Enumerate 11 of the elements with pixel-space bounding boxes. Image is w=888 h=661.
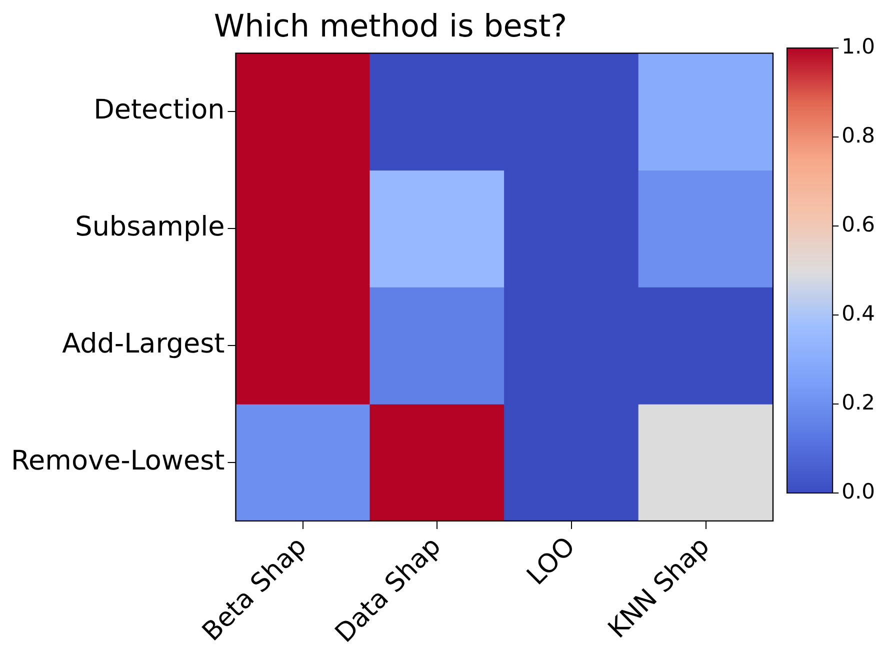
y-tick-label: Remove-Lowest [10, 445, 225, 476]
y-tick-label: Add-Largest [62, 328, 225, 360]
y-tick-label: Detection [94, 94, 225, 126]
color-bar-label: 0.8 [842, 123, 876, 148]
chart-title: Which method is best? [214, 8, 568, 45]
y-tick-label: Subsample [75, 212, 225, 243]
color-bar-label: 0.0 [842, 479, 876, 504]
color-bar-label: 1.0 [842, 34, 876, 58]
color-bar-label: 0.2 [842, 390, 876, 414]
color-bar-label: 0.4 [842, 301, 876, 326]
color-bar-label: 0.6 [842, 212, 876, 236]
